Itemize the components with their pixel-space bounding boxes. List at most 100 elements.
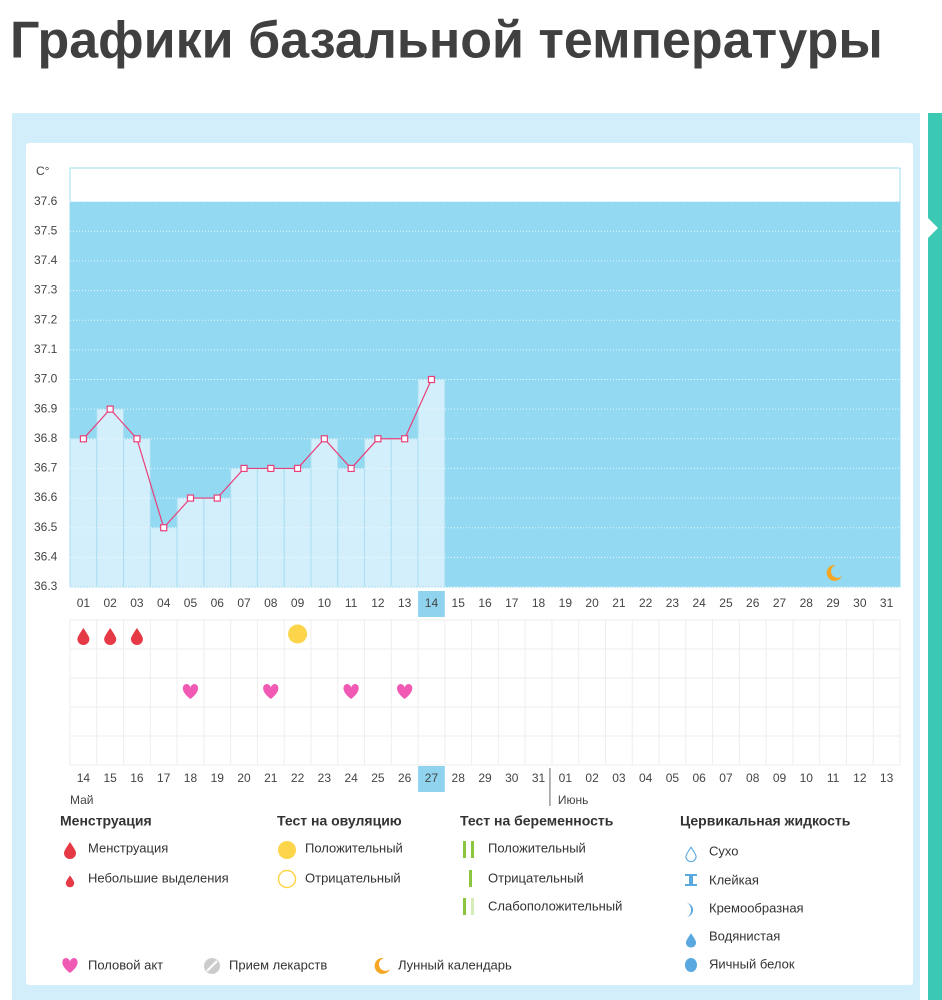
legend-item: Менструация [88, 840, 168, 855]
date-label: 27 [425, 771, 439, 785]
date-label: 05 [666, 771, 680, 785]
x-tick-label: 06 [211, 596, 225, 610]
legend-heading: Цервикальная жидкость [680, 813, 851, 829]
point [240, 464, 248, 473]
bar [203, 497, 232, 588]
date-label: 31 [532, 771, 546, 785]
date-label: 19 [211, 771, 225, 785]
today [418, 766, 445, 792]
legend-item: Отрицательный [305, 870, 401, 885]
legend-heading: Тест на беременность [460, 813, 614, 829]
date-label: 12 [853, 771, 867, 785]
legend-item: Положительный [305, 840, 403, 855]
date-label: 26 [398, 771, 412, 785]
x-tick-label: 05 [184, 596, 198, 610]
date-label: 16 [130, 771, 144, 785]
legend-heading: Тест на овуляцию [277, 813, 402, 829]
point [160, 524, 168, 532]
date-label: 24 [344, 771, 358, 785]
month-label: Май [70, 793, 94, 807]
legend-item: Положительный [488, 840, 586, 855]
moon-mark [826, 564, 843, 581]
legend-heading: Менструация [60, 813, 152, 829]
date-label: 04 [639, 771, 653, 785]
temperature-line [82, 379, 432, 529]
date-label: 08 [746, 771, 760, 785]
date-label: 22 [291, 771, 305, 785]
legend-item: Небольшие выделения [88, 870, 229, 885]
intercourse-mark [397, 684, 413, 699]
date-label: 11 [827, 771, 840, 785]
bar [96, 408, 125, 588]
point [427, 375, 436, 384]
legend-item: Кремообразная [709, 900, 804, 915]
x-tick-label: 09 [291, 596, 305, 610]
x-tick-label: 07 [237, 596, 251, 610]
date-label: 30 [505, 771, 519, 785]
date-label: 20 [237, 771, 251, 785]
date-label: 07 [719, 771, 733, 785]
legend-item: Отрицательный [488, 870, 584, 885]
y-tick-label: 37.2 [34, 312, 58, 326]
x-tick-label: 30 [853, 596, 867, 610]
x-tick-label: 08 [264, 596, 278, 610]
point [133, 435, 141, 443]
date-label: 03 [612, 771, 626, 785]
fluid-icon [685, 933, 697, 948]
sun-icon [277, 869, 297, 889]
x-tick-label: 10 [318, 596, 332, 610]
legend: Менструация Менструация Небольшие выделе… [60, 813, 851, 974]
page-title: Графики базальной температуры [10, 12, 883, 70]
point [293, 464, 302, 473]
date-label: 23 [318, 771, 332, 785]
fluid-icon [685, 958, 697, 972]
bar [69, 438, 98, 588]
legend-item: Прием лекарств [229, 957, 327, 972]
date-label: 21 [264, 771, 278, 785]
y-tick-label: 36.6 [34, 490, 58, 504]
drop-icon [64, 842, 76, 859]
pill-icon [206, 960, 218, 972]
legend-item: Водянистая [709, 928, 780, 943]
chart: 37.6 37.5 37.4 37.3 37.2 37.1 37.0 36.9 36.8 36.7… [34, 194, 901, 807]
date-label: 28 [452, 771, 466, 785]
legend-item: Сухо [709, 843, 738, 858]
fluid-icon [685, 846, 697, 863]
date-label: 02 [585, 771, 599, 785]
x-tick-label: 25 [719, 596, 733, 610]
point [401, 435, 409, 443]
point [186, 494, 195, 502]
test-icon [469, 870, 472, 887]
bar [417, 379, 446, 588]
test-icon [471, 898, 474, 915]
point [213, 494, 221, 502]
month-label: Июнь [558, 793, 589, 807]
date-label: 29 [478, 771, 492, 785]
side-arrow[interactable] [928, 218, 938, 238]
bar [337, 467, 366, 588]
menstruation-mark [77, 628, 90, 645]
intercourse-mark [182, 684, 199, 699]
legend-item: Яичный белок [709, 956, 795, 971]
x-tick-label: 28 [800, 596, 814, 610]
drop-icon [65, 875, 75, 888]
x-tick-label: 03 [130, 596, 144, 610]
legend-item: Клейкая [709, 872, 759, 887]
heart-icon [62, 958, 78, 973]
date-label: 17 [157, 771, 171, 785]
bar [283, 467, 312, 588]
y-tick-label: 36.8 [34, 431, 58, 445]
y-tick-label: 37.4 [34, 253, 58, 267]
point [374, 435, 382, 443]
y-tick-label: 37.3 [34, 283, 58, 297]
point [347, 464, 355, 473]
test-icon [463, 841, 466, 858]
x-tick-label: 22 [639, 596, 653, 610]
y-tick-label: 37.5 [34, 223, 58, 237]
x-tick-label: 21 [612, 596, 626, 610]
x-tick-label: 13 [398, 596, 412, 610]
date-label: 18 [184, 771, 198, 785]
intercourse-mark [263, 684, 279, 699]
bar [176, 497, 205, 588]
